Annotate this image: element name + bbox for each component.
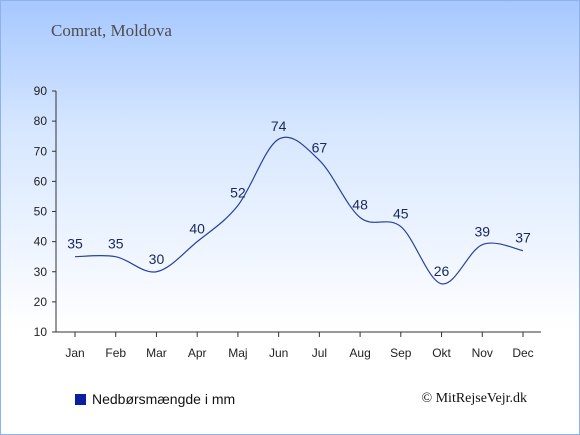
y-tick-label: 80 bbox=[34, 114, 48, 128]
y-tick-label: 40 bbox=[34, 235, 48, 249]
data-labels: 35 35 30 40 52 74 67 48 45 26 39 37 bbox=[67, 118, 531, 279]
data-label: 45 bbox=[393, 206, 409, 222]
x-tick-label: Maj bbox=[228, 346, 247, 360]
tick-marks bbox=[52, 90, 524, 337]
y-tick-label: 70 bbox=[34, 144, 48, 158]
axes bbox=[55, 91, 541, 333]
y-tick-label: 60 bbox=[34, 174, 48, 188]
legend-swatch bbox=[75, 393, 86, 405]
x-tick-label: Okt bbox=[432, 346, 451, 360]
y-tick-labels: 10 20 30 40 50 60 70 80 90 bbox=[34, 84, 48, 339]
x-tick-label: Apr bbox=[188, 346, 207, 360]
y-tick-label: 90 bbox=[34, 84, 48, 98]
data-label: 37 bbox=[515, 230, 531, 246]
x-tick-labels: Jan Feb Mar Apr Maj Jun Jul Aug Sep Okt Nov Dec bbox=[65, 346, 533, 360]
x-tick-label: Sep bbox=[390, 346, 412, 360]
data-label: 39 bbox=[474, 224, 490, 240]
data-label: 26 bbox=[434, 263, 450, 279]
y-tick-label: 50 bbox=[34, 205, 48, 219]
y-tick-label: 30 bbox=[34, 265, 48, 279]
x-tick-label: Nov bbox=[472, 346, 493, 360]
x-tick-label: Aug bbox=[349, 346, 370, 360]
x-tick-label: Jun bbox=[269, 346, 288, 360]
data-label: 74 bbox=[271, 118, 287, 134]
x-tick-label: Dec bbox=[512, 346, 533, 360]
x-tick-label: Jul bbox=[312, 346, 327, 360]
x-tick-label: Mar bbox=[146, 346, 167, 360]
data-label: 35 bbox=[108, 236, 124, 252]
x-tick-label: Feb bbox=[105, 346, 126, 360]
data-label: 30 bbox=[149, 251, 165, 267]
copyright-text: © MitRejseVejr.dk bbox=[421, 391, 527, 406]
location-title: Comrat, Moldova bbox=[51, 21, 172, 40]
data-label: 67 bbox=[312, 139, 328, 155]
legend: Nedbørsmængde i mm bbox=[75, 391, 235, 407]
data-label: 40 bbox=[189, 221, 205, 237]
data-label: 35 bbox=[67, 236, 83, 252]
y-tick-label: 10 bbox=[34, 325, 48, 339]
precipitation-line bbox=[74, 136, 524, 285]
legend-label: Nedbørsmængde i mm bbox=[92, 391, 236, 407]
data-label: 48 bbox=[352, 197, 368, 213]
y-tick-label: 20 bbox=[34, 295, 48, 309]
data-label: 52 bbox=[230, 184, 246, 200]
x-tick-label: Jan bbox=[65, 346, 84, 360]
